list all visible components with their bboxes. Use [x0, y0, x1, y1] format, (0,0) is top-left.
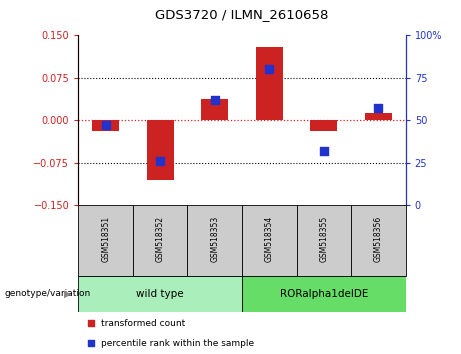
Text: GSM518353: GSM518353 [210, 216, 219, 262]
Bar [147, 120, 174, 180]
Text: GSM518351: GSM518351 [101, 216, 110, 262]
Bar [188, 205, 242, 276]
Point [266, 67, 273, 72]
Bar [201, 99, 228, 120]
Text: GSM518354: GSM518354 [265, 216, 274, 262]
Point [357, 233, 365, 239]
Bar [296, 205, 351, 276]
Point [211, 97, 219, 103]
Point [320, 148, 327, 154]
Bar [310, 120, 337, 131]
Text: GSM518356: GSM518356 [374, 216, 383, 262]
Bar [242, 205, 296, 276]
Bar [78, 276, 242, 312]
Point [357, 52, 365, 58]
Text: RORalpha1delDE: RORalpha1delDE [280, 289, 368, 299]
Bar [242, 276, 406, 312]
Text: GSM518352: GSM518352 [156, 216, 165, 262]
Point [102, 122, 109, 128]
Bar [365, 113, 392, 120]
Text: wild type: wild type [136, 289, 184, 299]
Bar [256, 47, 283, 120]
Point [375, 105, 382, 111]
Text: GSM518355: GSM518355 [319, 216, 328, 262]
Text: ▶: ▶ [64, 289, 71, 299]
Text: percentile rank within the sample: percentile rank within the sample [101, 339, 254, 348]
Text: GDS3720 / ILMN_2610658: GDS3720 / ILMN_2610658 [155, 8, 329, 21]
Bar [351, 205, 406, 276]
Text: transformed count: transformed count [101, 319, 185, 328]
Bar [92, 120, 119, 131]
Bar [78, 205, 133, 276]
Text: genotype/variation: genotype/variation [5, 289, 91, 298]
Bar [133, 205, 188, 276]
Point [157, 158, 164, 164]
